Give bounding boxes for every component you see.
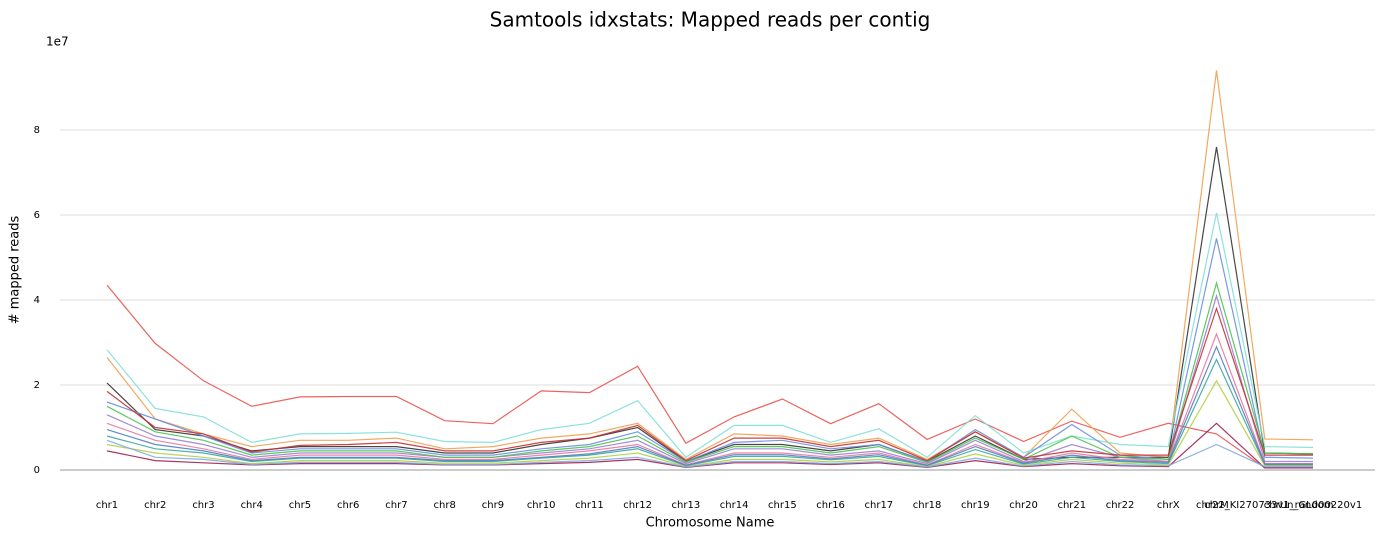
y-tick-label: 0 (34, 465, 40, 476)
y-tick-label: 4 (34, 295, 40, 306)
x-tick-label: chrX (1157, 500, 1180, 511)
series-line (106, 439, 1313, 468)
x-tick-label: chr3 (192, 500, 214, 511)
x-tick-label: chr5 (289, 500, 311, 511)
x-tick-label: chrM (1204, 500, 1229, 511)
x-tick-label: chr21 (1057, 500, 1086, 511)
x-tick-label: chr4 (241, 500, 263, 511)
x-tick-label: chr10 (527, 500, 556, 511)
series-line (106, 306, 1313, 462)
x-tick-label: chr12 (623, 500, 652, 511)
series-line (106, 146, 1314, 463)
x-tick-label: chr22 (1106, 500, 1135, 511)
x-tick-label: chr1 (96, 500, 118, 511)
x-tick-label: chr14 (720, 500, 749, 511)
series-line (106, 358, 1313, 467)
series-line (106, 70, 1314, 461)
series-line (106, 212, 1314, 459)
series-line (106, 293, 1313, 465)
chart-title: Samtools idxstats: Mapped reads per cont… (490, 8, 931, 32)
x-tick-label: chr2 (144, 500, 166, 511)
x-tick-label: chrUn_GL000220v1 (1264, 500, 1362, 511)
y-tick-label: 2 (34, 380, 40, 391)
x-tick-label: chr15 (768, 500, 797, 511)
series-line (106, 345, 1313, 466)
x-tick-label: chr7 (385, 500, 407, 511)
x-tick-label: chr20 (1009, 500, 1038, 511)
x-tick-label: chr11 (575, 500, 604, 511)
x-axis-label: Chromosome Name (646, 516, 775, 531)
x-tick-label: chr8 (434, 500, 456, 511)
series-line (106, 379, 1313, 468)
series-line (106, 332, 1313, 466)
y-tick-label: 8 (34, 125, 40, 136)
x-tick-label: chr13 (672, 500, 701, 511)
x-tick-label: chr9 (482, 500, 504, 511)
series-line (106, 284, 1313, 469)
series-line (106, 238, 1314, 463)
y-tick-label: 6 (34, 210, 40, 221)
x-tick-label: chr6 (337, 500, 359, 511)
x-tick-label: chr17 (865, 500, 894, 511)
x-tick-label: chr18 (913, 500, 942, 511)
x-tick-label: chr19 (961, 500, 990, 511)
series-line (106, 422, 1313, 469)
x-tick-label: chr22_KI270733v1_random (1196, 500, 1333, 511)
series-line (106, 280, 1314, 464)
y-offset-label: 1e7 (46, 35, 69, 49)
y-axis-label: # mapped reads (8, 215, 23, 324)
x-tick-label: chr16 (816, 500, 845, 511)
